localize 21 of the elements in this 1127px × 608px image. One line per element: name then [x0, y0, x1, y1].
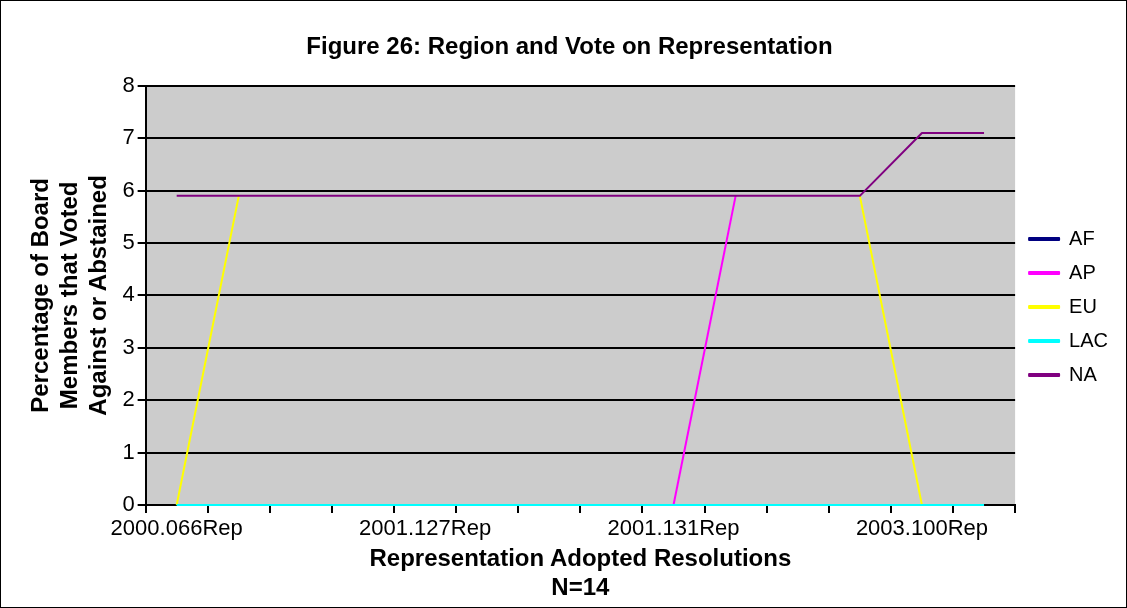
y-tick-label: 0 — [122, 491, 135, 517]
y-tick-label: 7 — [122, 124, 135, 150]
x-tick-label: 2001.127Rep — [359, 515, 492, 541]
y-tick-label: 8 — [122, 71, 135, 97]
y-tick-label: 5 — [122, 229, 135, 255]
x-axis-title: Representation Adopted Resolutions N=14 — [369, 544, 792, 601]
y-tick-label: 2 — [122, 386, 135, 412]
legend-label: EU — [1069, 294, 1097, 317]
legend-label: NA — [1069, 362, 1098, 385]
y-axis-title: Percentage of Board Members that Voted Against or Abstained — [26, 175, 111, 416]
y-tick-label: 4 — [122, 281, 135, 307]
x-tick-label: 2000.066Rep — [110, 515, 243, 541]
x-tick-label: 2001.131Rep — [607, 515, 740, 541]
y-tick-label: 6 — [122, 176, 135, 202]
y-tick-label: 3 — [122, 333, 135, 359]
chart-title: Figure 26: Region and Vote on Representation — [306, 32, 833, 60]
legend-label: LAC — [1069, 328, 1108, 351]
legend-label: AF — [1069, 226, 1095, 249]
y-tick-label: 1 — [122, 438, 135, 464]
legend-label: AP — [1069, 260, 1096, 283]
x-tick-label: 2003.100Rep — [855, 515, 988, 541]
